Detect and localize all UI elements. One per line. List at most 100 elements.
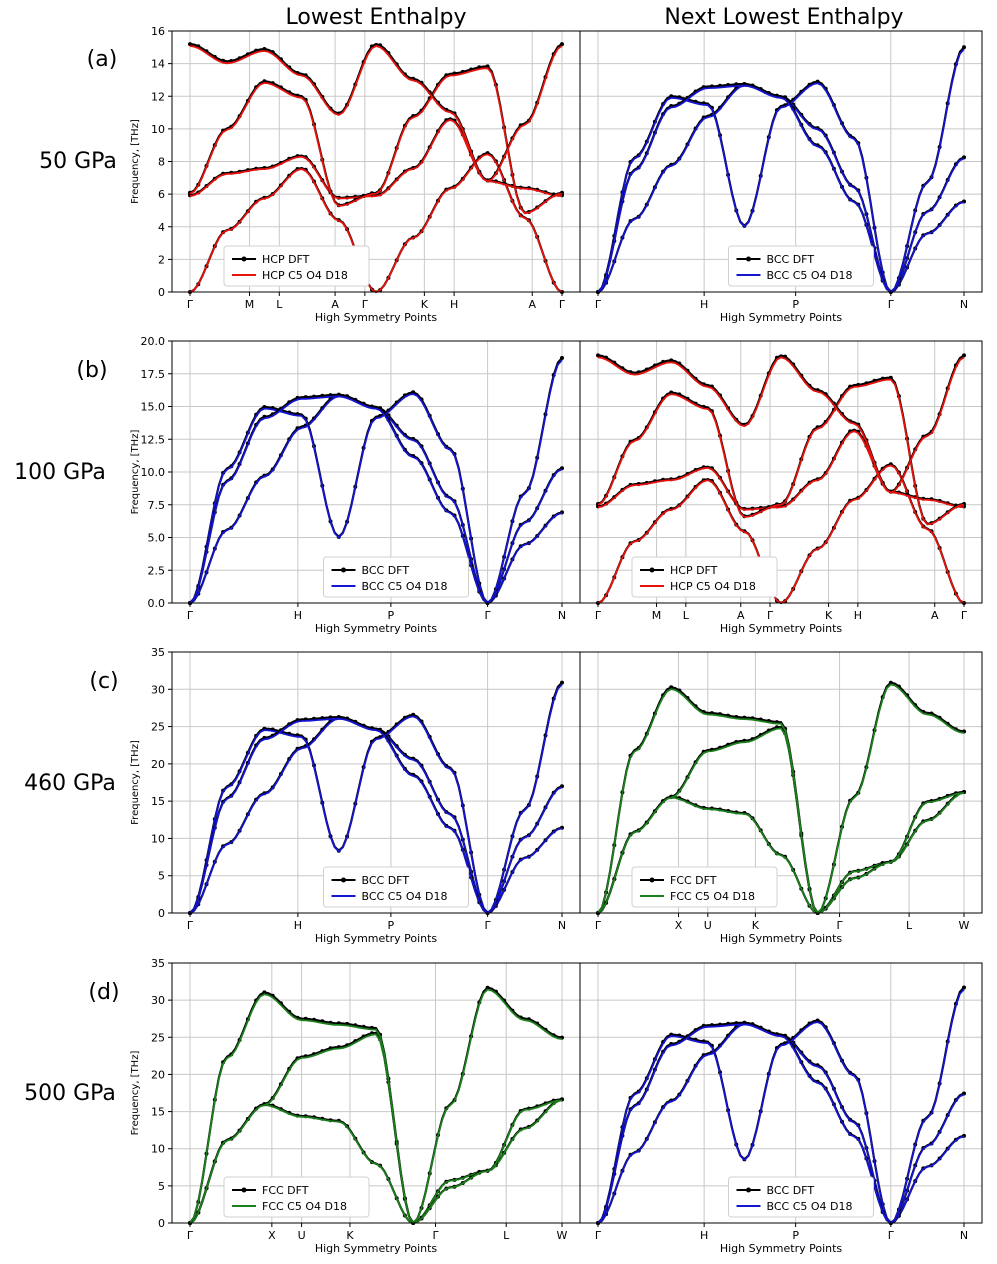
plot-frame <box>579 962 983 1224</box>
x-axis-label: High Symmetry Points <box>720 622 843 635</box>
model-branch-line <box>597 1021 965 1225</box>
legend-box <box>323 556 469 598</box>
row-label-d: (d) <box>88 980 119 1005</box>
x-tick-label: N <box>558 609 566 622</box>
x-tick-label: X <box>268 1229 276 1242</box>
x-tick-label: Γ <box>888 298 895 311</box>
dft-point <box>560 356 564 360</box>
x-tick-label: A <box>931 609 939 622</box>
y-tick-label: 17.5 <box>141 368 166 381</box>
row-pressure-d: 500 GPa <box>24 1081 116 1106</box>
model-branch-line <box>597 683 965 915</box>
x-tick-label: M <box>245 298 255 311</box>
y-tick-label: 30 <box>151 683 165 696</box>
model-branch-line <box>189 715 563 915</box>
x-tick-label: Γ <box>595 1229 602 1242</box>
model-branch-line <box>597 988 965 1225</box>
x-tick-label: A <box>331 298 339 311</box>
dft-point <box>262 47 267 51</box>
y-tick-label: 7.5 <box>148 499 166 512</box>
legend-dft-marker <box>341 567 346 573</box>
x-axis-label: High Symmetry Points <box>720 932 843 945</box>
legend-dft-label: BCC DFT <box>767 1184 815 1197</box>
plot-frame <box>579 30 983 293</box>
y-tick-label: 8 <box>158 156 165 169</box>
dft-point <box>962 985 966 990</box>
model-branch-line <box>597 82 965 294</box>
y-tick-label: 20 <box>151 1068 165 1081</box>
y-tick-label: 6 <box>158 188 165 201</box>
x-tick-label: H <box>450 298 458 311</box>
x-axis-label: High Symmetry Points <box>315 1242 438 1255</box>
y-tick-label: 2 <box>158 253 165 266</box>
y-axis-label: Frequency, [THz] <box>130 119 141 204</box>
dft-point <box>188 42 192 47</box>
x-tick-label: U <box>704 919 712 932</box>
model-branch-line <box>189 45 563 183</box>
y-tick-label: 0 <box>158 907 165 920</box>
legend-box <box>323 866 469 908</box>
model-branch-line <box>189 683 563 915</box>
row-label-c: (c) <box>89 669 118 694</box>
legend-dft-marker <box>241 1187 247 1193</box>
model-branch-line <box>189 67 563 215</box>
y-tick-label: 12 <box>151 90 165 103</box>
x-tick-label: Γ <box>432 1229 439 1242</box>
dft-point <box>962 45 966 50</box>
dft-point <box>560 42 564 47</box>
y-tick-label: 12.5 <box>141 433 166 446</box>
legend-dft-marker <box>341 877 346 883</box>
x-tick-label: L <box>276 298 283 311</box>
legend-model-label: BCC C5 O4 D18 <box>767 269 853 282</box>
chart-panel-2: 0.0 2.5 5.0 7.5 10.0 12.5 15.0 17.5 20.0 Γ H P Γ N Hig… <box>130 335 581 635</box>
x-tick-label: U <box>298 1229 306 1242</box>
x-tick-label: N <box>960 298 968 311</box>
x-tick-label: K <box>421 298 429 311</box>
y-tick-label: 0 <box>158 1217 165 1230</box>
legend-box <box>728 245 874 287</box>
legend-model-label: BCC C5 O4 D18 <box>767 1200 853 1213</box>
x-tick-label: X <box>675 919 683 932</box>
y-tick-label: 10.0 <box>141 466 166 479</box>
legend-dft-label: HCP DFT <box>262 253 310 266</box>
x-tick-label: W <box>557 1229 568 1242</box>
x-tick-label: Γ <box>961 609 968 622</box>
y-tick-label: 0.0 <box>148 597 166 610</box>
legend-model-label: FCC C5 O4 D18 <box>262 1200 347 1213</box>
x-tick-label: P <box>792 1229 799 1242</box>
x-tick-label: Γ <box>767 609 774 622</box>
row-label-a: (a) <box>87 47 118 72</box>
x-tick-label: K <box>346 1229 354 1242</box>
model-branch-line <box>189 988 563 1225</box>
y-tick-label: 5 <box>158 870 165 883</box>
y-tick-label: 20.0 <box>141 335 166 348</box>
x-tick-label: Γ <box>595 298 602 311</box>
y-tick-label: 5.0 <box>148 532 166 545</box>
x-tick-label: H <box>700 298 708 311</box>
legend-dft-label: BCC DFT <box>362 564 410 577</box>
x-axis-label: High Symmetry Points <box>315 932 438 945</box>
y-tick-label: 5 <box>158 1180 165 1193</box>
x-tick-label: Γ <box>559 298 566 311</box>
x-tick-label: P <box>388 919 395 932</box>
x-tick-label: N <box>558 919 566 932</box>
x-tick-label: Γ <box>836 919 843 932</box>
x-tick-label: Γ <box>187 609 194 622</box>
dft-point <box>262 990 267 995</box>
y-tick-label: 35 <box>151 646 165 659</box>
model-branch-line <box>597 378 965 526</box>
y-tick-label: 10 <box>151 832 165 845</box>
x-tick-label: H <box>294 609 302 622</box>
chart-panel-4: 0 5 10 15 20 25 30 35 Γ H P Γ N High Symmetry Points F… <box>130 646 581 945</box>
column-title-left: Lowest Enthalpy <box>286 5 467 30</box>
legend-box <box>631 556 778 598</box>
y-axis-label: Frequency, [THz] <box>130 740 141 825</box>
y-tick-label: 20 <box>151 758 165 771</box>
legend-model-label: HCP C5 O4 D18 <box>262 269 348 282</box>
model-branch-line <box>597 356 965 494</box>
y-tick-label: 15.0 <box>141 401 166 414</box>
legend-dft-marker <box>241 256 247 262</box>
y-tick-label: 15 <box>151 795 165 808</box>
legend-dft-label: BCC DFT <box>767 253 815 266</box>
x-tick-label: Γ <box>485 609 492 622</box>
